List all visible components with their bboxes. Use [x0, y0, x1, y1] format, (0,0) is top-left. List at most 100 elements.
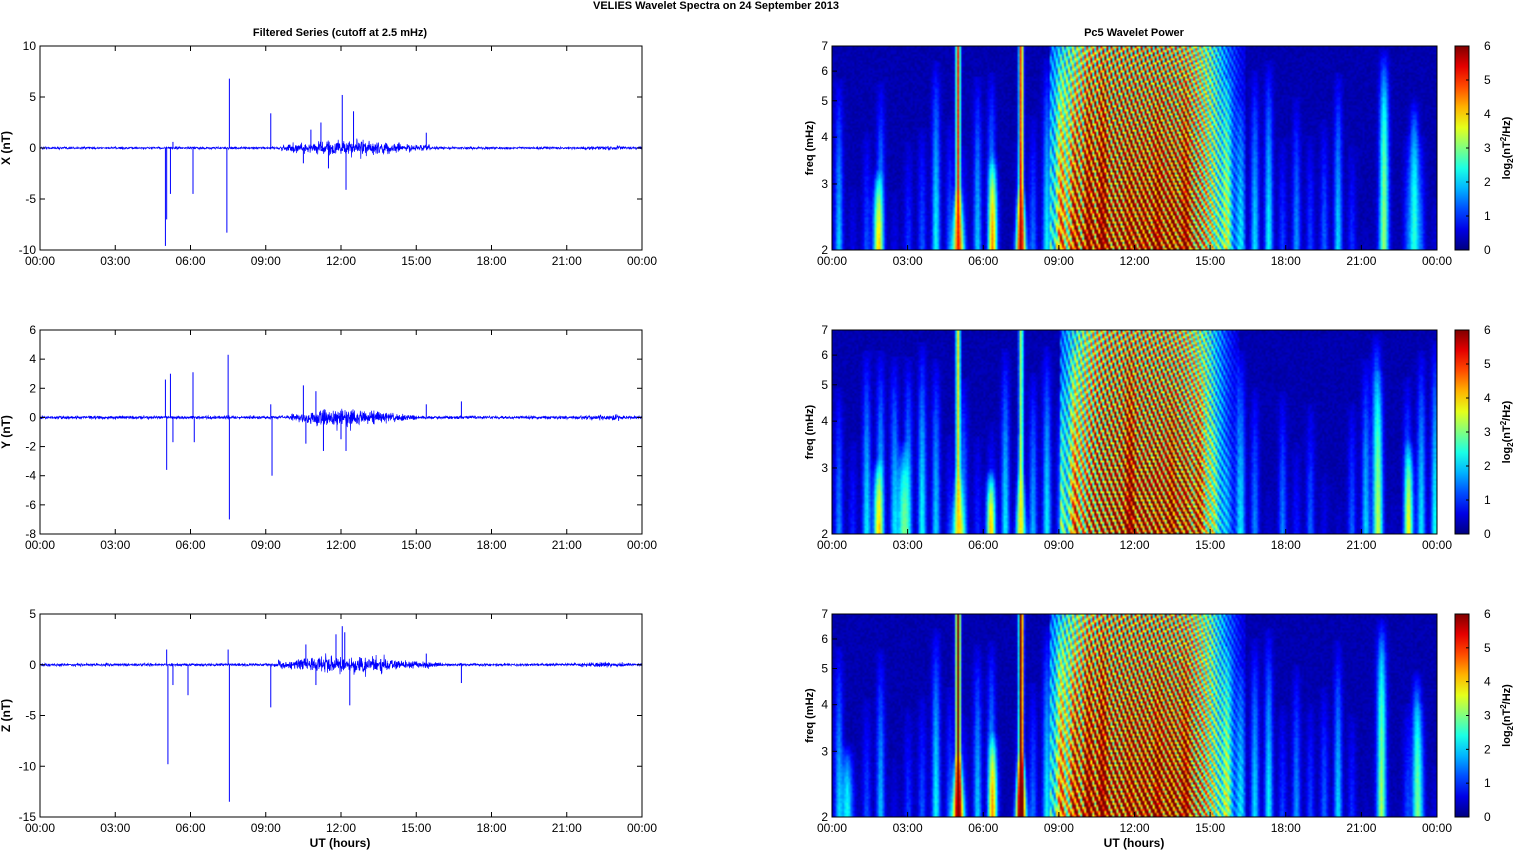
- wavelet-power-image: [832, 614, 1437, 817]
- y-tick-label: 6: [821, 348, 828, 362]
- x-tick-label: 03:00: [893, 538, 923, 552]
- colorbar-tick-label: 6: [1484, 39, 1491, 53]
- colorbar-tick-label: 1: [1484, 209, 1491, 223]
- x-tick-label: 15:00: [1195, 254, 1225, 268]
- y-tick-label: 2: [29, 381, 36, 395]
- left-column-title: Filtered Series (cutoff at 2.5 mHz): [253, 27, 428, 39]
- colorbar-label-part: /Hz): [1501, 684, 1513, 705]
- colorbar-tick-label: 0: [1484, 810, 1491, 824]
- y-tick-label: -10: [19, 243, 37, 257]
- x-tick-label: 15:00: [401, 538, 431, 552]
- x-tick-label: 21:00: [1346, 538, 1376, 552]
- x-tick-label: 21:00: [552, 821, 582, 835]
- trace-group: [40, 626, 642, 802]
- left-xlabel: UT (hours): [310, 836, 371, 850]
- colorbar-tick-label: 1: [1484, 776, 1491, 790]
- wavelet-panel-z: 2 3 4 5 6 7 00:00 03:00 06:00 09:00 12:00 15:00 18:0…: [804, 607, 1515, 835]
- colorbar-label-part: (nT: [1501, 141, 1513, 158]
- y-tick-label: 2: [821, 527, 828, 541]
- x-tick-label: 00:00: [1422, 821, 1452, 835]
- x-tick-label: 21:00: [552, 254, 582, 268]
- colorbar-label-part: /Hz): [1501, 400, 1513, 421]
- x-tick-label: 03:00: [893, 821, 923, 835]
- wavelet-power-image: [832, 330, 1437, 534]
- x-tick-label: 12:00: [326, 821, 356, 835]
- x-tick-label: 21:00: [1346, 821, 1376, 835]
- x-tick-label: 06:00: [968, 821, 998, 835]
- right-column-title: Pc5 Wavelet Power: [1084, 27, 1185, 39]
- x-tick-label: 09:00: [251, 538, 281, 552]
- x-tick-label: 12:00: [1119, 821, 1149, 835]
- x-tick-label: 03:00: [893, 254, 923, 268]
- x-tick-label: 15:00: [1195, 538, 1225, 552]
- x-tick-label: 00:00: [817, 538, 847, 552]
- x-tick-label: 21:00: [1346, 254, 1376, 268]
- colorbar-label-part: log: [1501, 730, 1513, 747]
- y-axis-label: X (nT): [0, 131, 13, 165]
- x-tick-label: 18:00: [1271, 821, 1301, 835]
- x-tick-label: 00:00: [627, 254, 657, 268]
- colorbar-tick-label: 2: [1484, 459, 1491, 473]
- colorbar-tick-label: 2: [1484, 742, 1491, 756]
- y-tick-label: 7: [821, 39, 828, 53]
- y-axis-label: freq (mHz): [804, 688, 816, 743]
- y-axis-label: freq (mHz): [804, 404, 816, 459]
- x-tick-label: 18:00: [1271, 538, 1301, 552]
- x-tick-label: 09:00: [251, 821, 281, 835]
- colorbar-label-part: 2: [1499, 704, 1508, 709]
- x-tick-label: 00:00: [1422, 538, 1452, 552]
- y-tick-label: 6: [821, 632, 828, 646]
- y-tick-label: 4: [821, 414, 828, 428]
- series-trace: [40, 138, 642, 159]
- colorbar-tick-label: 0: [1484, 527, 1491, 541]
- x-tick-label: 00:00: [25, 538, 55, 552]
- colorbar-tick-label: 4: [1484, 391, 1491, 405]
- y-tick-label: 4: [821, 698, 828, 712]
- x-tick-label: 00:00: [1422, 254, 1452, 268]
- y-tick-label: 3: [821, 461, 828, 475]
- colorbar-label-part: (nT: [1501, 425, 1513, 442]
- x-tick-label: 09:00: [1044, 538, 1074, 552]
- y-tick-label: 0: [29, 410, 36, 424]
- x-tick-label: 15:00: [401, 254, 431, 268]
- colorbar-label-part: log: [1501, 163, 1513, 180]
- y-tick-label: -8: [25, 527, 36, 541]
- x-tick-label: 21:00: [552, 538, 582, 552]
- x-tick-label: 00:00: [817, 254, 847, 268]
- y-tick-label: -4: [25, 469, 36, 483]
- y-axis-label: freq (mHz): [804, 120, 816, 175]
- x-tick-label: 18:00: [476, 538, 506, 552]
- colorbar-label-part: 2: [1499, 420, 1508, 425]
- colorbar-tick-label: 5: [1484, 641, 1491, 655]
- colorbar-tick-label: 4: [1484, 675, 1491, 689]
- x-tick-label: 00:00: [25, 254, 55, 268]
- trace-group: [40, 78, 642, 246]
- y-tick-label: -10: [19, 759, 37, 773]
- x-tick-label: 15:00: [401, 821, 431, 835]
- x-tick-label: 03:00: [100, 254, 130, 268]
- x-tick-label: 12:00: [1119, 254, 1149, 268]
- x-tick-label: 00:00: [817, 821, 847, 835]
- x-tick-label: 15:00: [1195, 821, 1225, 835]
- colorbar-tick-label: 2: [1484, 175, 1491, 189]
- x-tick-label: 00:00: [25, 821, 55, 835]
- y-tick-label: -5: [25, 709, 36, 723]
- x-tick-label: 18:00: [476, 254, 506, 268]
- x-tick-label: 03:00: [100, 538, 130, 552]
- y-tick-label: 2: [821, 243, 828, 257]
- y-tick-label: 5: [821, 378, 828, 392]
- colorbar-label-part: 2: [1506, 158, 1515, 163]
- x-tick-label: 06:00: [175, 254, 205, 268]
- colorbar-label: log2(nT2/Hz): [1499, 684, 1515, 747]
- wavelet-panel-y: 2 3 4 5 6 7 00:00 03:00 06:00 09:00 12:00 15:00 18:0…: [804, 323, 1515, 552]
- x-tick-label: 09:00: [1044, 821, 1074, 835]
- y-tick-label: -15: [19, 810, 37, 824]
- x-tick-label: 06:00: [968, 254, 998, 268]
- y-tick-label: 5: [821, 94, 828, 108]
- x-tick-label: 06:00: [175, 821, 205, 835]
- right-xlabel: UT (hours): [1104, 836, 1165, 850]
